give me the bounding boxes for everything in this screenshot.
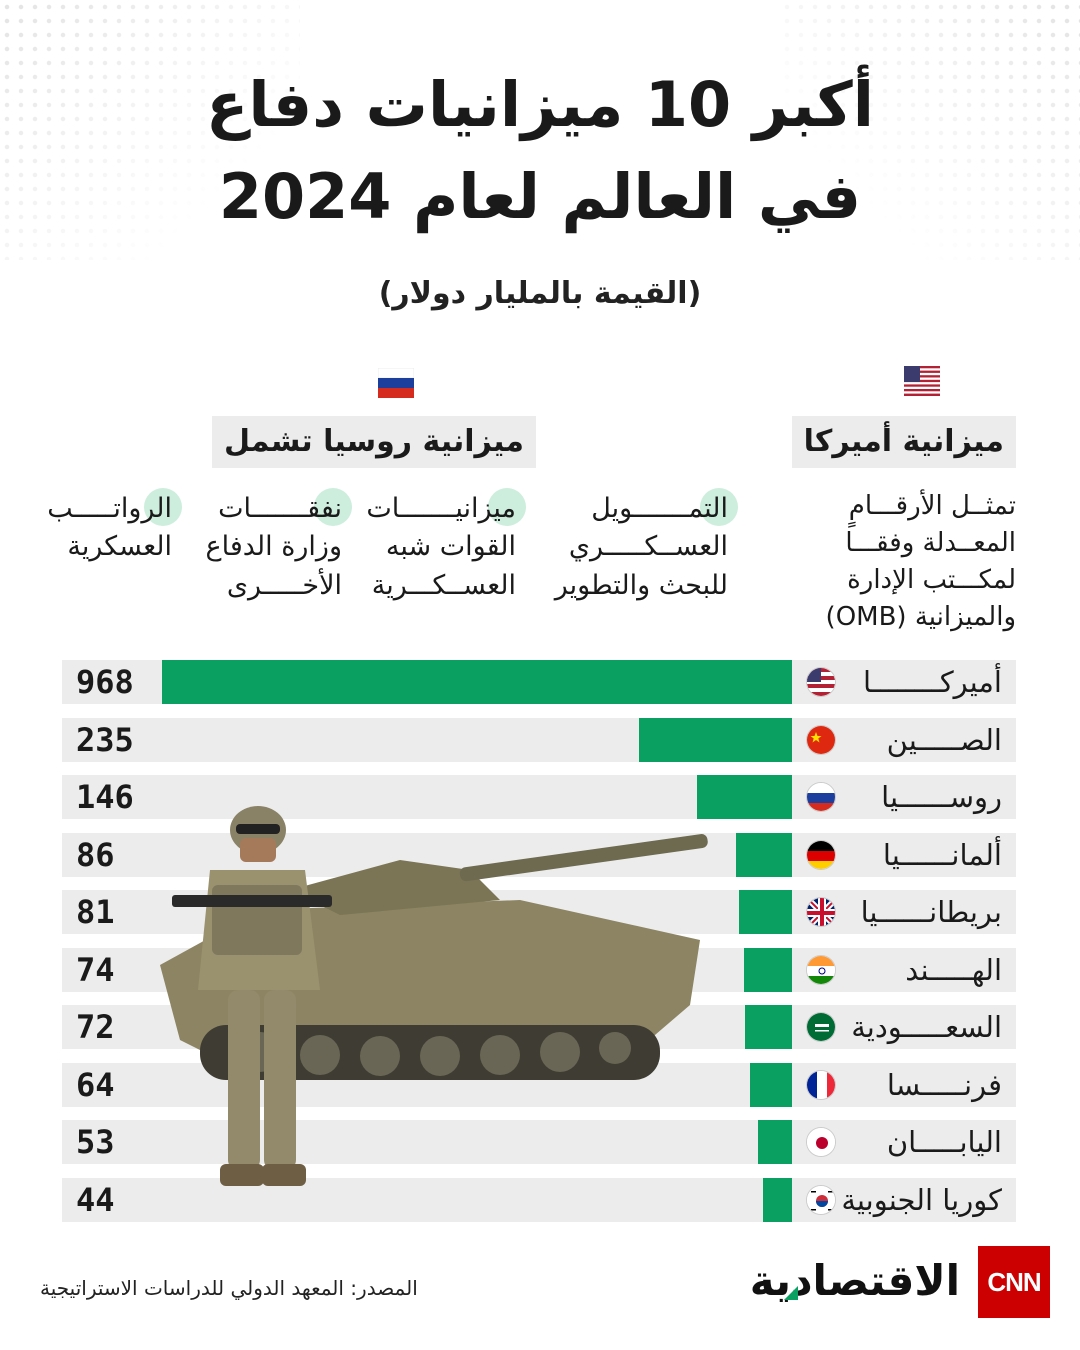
gb-flag-icon [806,897,836,927]
russia-item-other-mod: نفقـــــــات وزارة الدفاع الأخـــــرى [205,488,352,605]
russia-item-paramilitary: ميزانيـــــــات القوات شبه العســكـــرية [366,488,526,605]
category-label: الهـــــند [905,952,1002,987]
de-flag-icon [806,839,836,870]
sa-flag-icon [806,1012,836,1042]
bar [639,717,792,762]
category-label: بريطانــــــيا [860,895,1002,929]
category-label: ألمانــــــيا [882,837,1002,872]
in-flag-icon [806,954,836,985]
value-label: 235 [76,720,134,759]
category-label: فرنـــــسا [886,1067,1002,1102]
usa-budget-note: تمثــل الأرقـــامٍ المعــدلة وفقـــا لمك… [825,491,1016,632]
russia-item-text: ميزانيـــــــات القوات شبه العســكـــرية [366,493,516,601]
bar-track [62,717,1016,762]
category-label: اليابـــــان [886,1125,1002,1159]
bar [162,660,792,704]
bar [757,1120,792,1164]
value-label: 146 [76,778,134,816]
russia-flag-icon [378,368,414,398]
usa-flag-icon [904,366,940,396]
category-label: الصـــــين [886,722,1002,757]
russia-item-salaries: الرواتـــــب العسكرية [47,488,182,567]
bar-track [62,1177,1016,1222]
russia-item-rnd: التمـــــــويل العســكـــــري للبحث والت… [554,488,738,605]
category-label: كوريا الجنوبية [841,1182,1002,1217]
value-label: 44 [76,1180,115,1219]
bar [763,1177,792,1222]
russia-item-text: الرواتـــــب العسكرية [47,493,172,563]
category-label: روســــــيا [881,780,1002,814]
usa-budget-label: ميزانية أميركا [791,416,1016,468]
value-label: 81 [76,893,115,931]
bar [743,947,792,992]
subtitle: (القيمة بالمليار دولار) [378,276,702,311]
title-line-1: أكبر 10 ميزانيات دفاع [206,68,874,141]
kr-flag-icon [806,1184,836,1215]
bar-track [62,775,1016,819]
category-label: السعـــــودية [851,1010,1002,1044]
value-label: 72 [76,1008,115,1046]
bar [696,775,792,819]
bar [745,1005,792,1049]
fr-flag-icon [806,1069,836,1100]
source-note: المصدر: المعهد الدولي للدراسات الاستراتي… [40,1276,418,1300]
dot-pattern-left [0,0,300,260]
brand-logo-text: الاقتصادية [749,1256,960,1305]
soldier-icon [172,806,332,1186]
ru-flag-icon [806,782,836,812]
cnn-logo: CNN [978,1246,1050,1318]
russia-item-text: نفقـــــــات وزارة الدفاع الأخـــــرى [205,493,343,601]
russia-budget-label: ميزانية روسيا تشمل [212,416,536,468]
jp-flag-icon [806,1127,836,1157]
russia-item-text: التمـــــــويل العســكـــــري للبحث والت… [554,493,728,601]
dot-pattern-right [780,0,1080,260]
value-label: 968 [76,663,134,701]
cn-flag-icon [806,724,836,755]
bar [750,1062,792,1107]
value-label: 64 [76,1065,115,1104]
category-label: أميركــــــــا [863,665,1002,699]
bar-track [62,1120,1016,1164]
value-label: 74 [76,950,115,989]
tank-soldier-illustration [160,806,708,1186]
brand-accent-icon [784,1286,798,1300]
bar [736,832,792,877]
bar [739,890,792,934]
us-flag-icon [806,667,836,697]
title-line-2: في العالم لعام 2024 [218,160,862,233]
value-label: 53 [76,1123,115,1161]
value-label: 86 [76,835,115,874]
